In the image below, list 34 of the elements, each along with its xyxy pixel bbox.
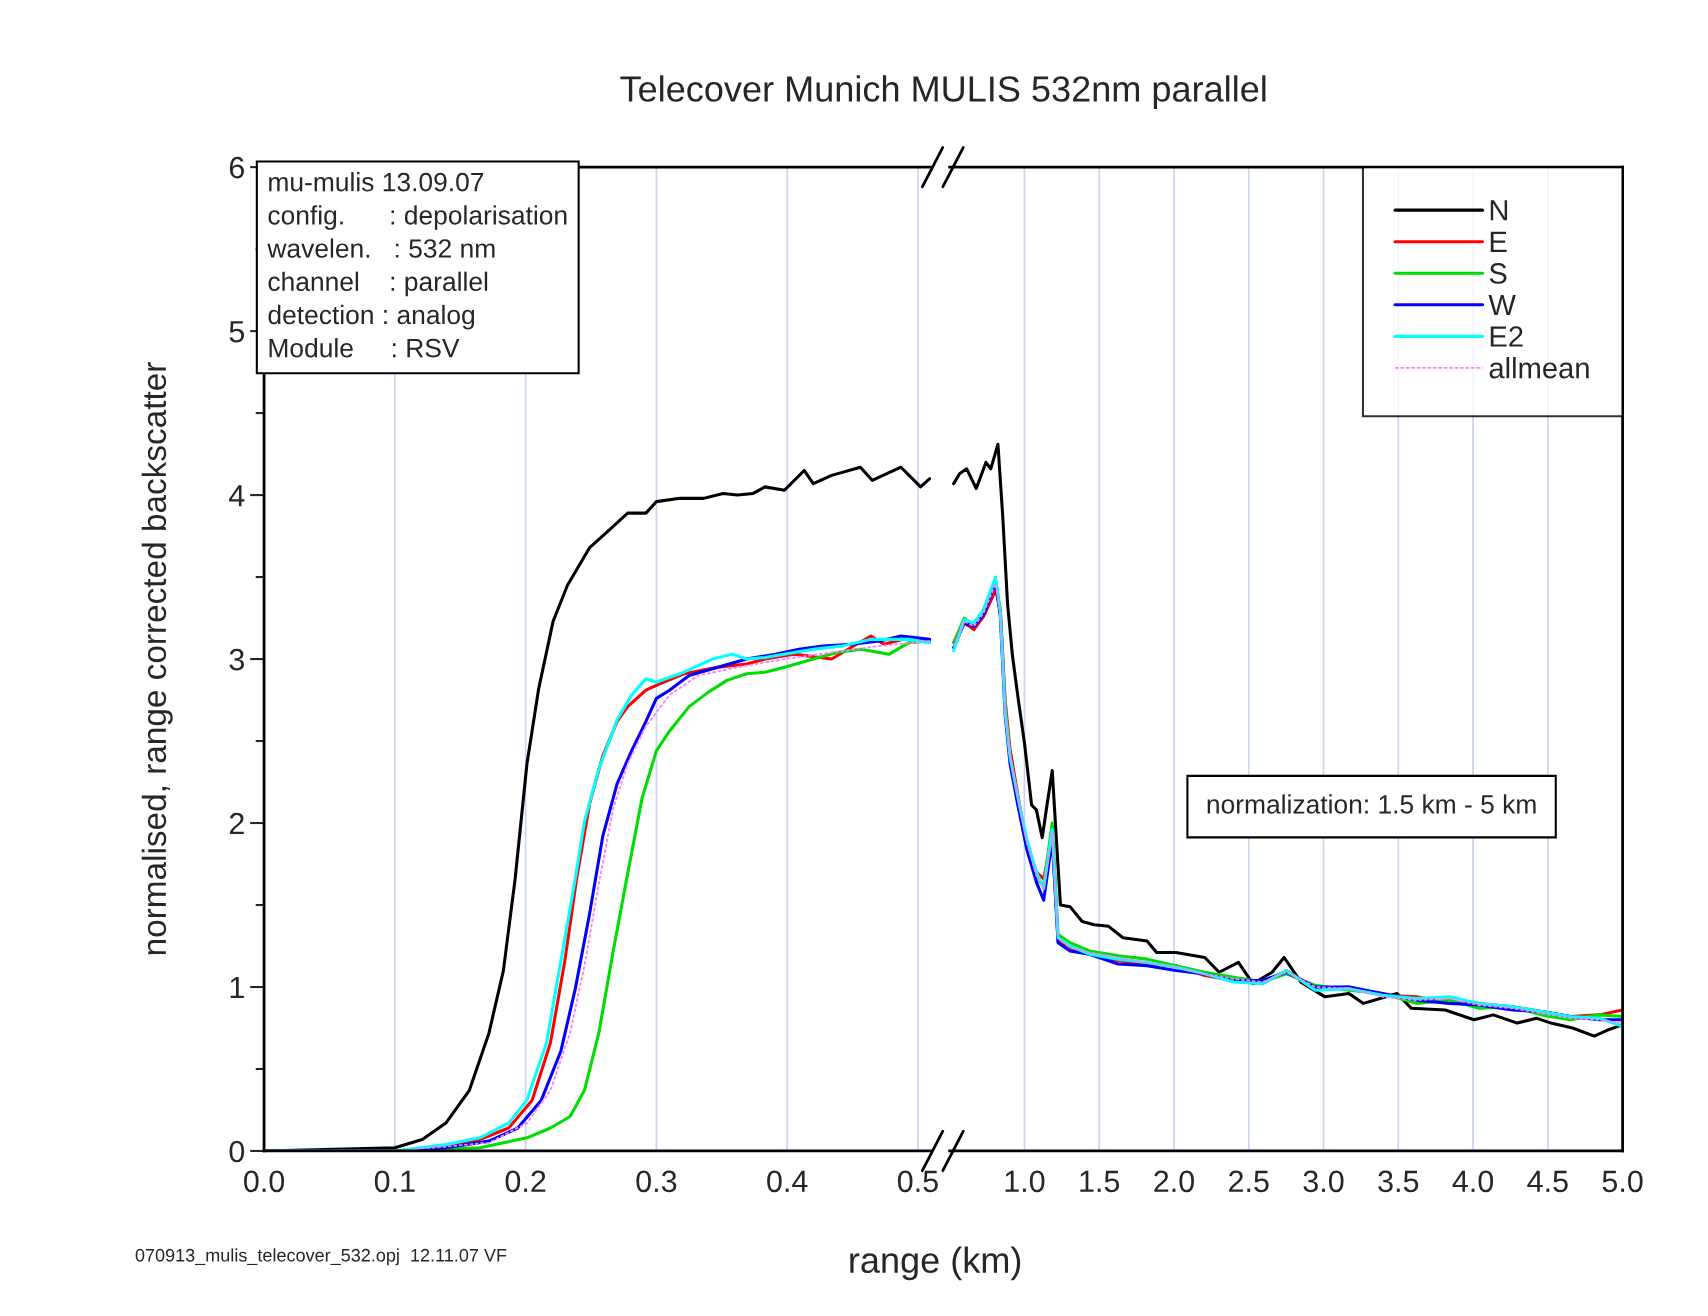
legend-label: N bbox=[1490, 200, 1508, 221]
x-tick-label: 2.5 bbox=[1229, 1170, 1269, 1193]
legend-label: S bbox=[1489, 263, 1507, 284]
legend-label: E2 bbox=[1490, 326, 1523, 347]
x-tick-label: 4.0 bbox=[1452, 1170, 1494, 1193]
annotation: mu-mulis 13.09.07 config. : depolarisation wavelen. : 532 nm channel : parallel detection : analog Module : RSV bbox=[267, 172, 567, 358]
legend-label: E bbox=[1490, 231, 1507, 252]
x-tick-label: 5.0 bbox=[1602, 1170, 1643, 1193]
x-tick-label: 0.4 bbox=[767, 1170, 808, 1193]
x-tick-label: 0.1 bbox=[374, 1170, 415, 1193]
x-tick-label: 3.5 bbox=[1378, 1170, 1419, 1193]
y-tick-label: 3 bbox=[229, 648, 244, 671]
y-tick-label: 1 bbox=[230, 977, 244, 999]
x-tick-label: 2.0 bbox=[1154, 1170, 1195, 1193]
x-tick-label: 0.5 bbox=[897, 1170, 938, 1193]
x-axis-title: range (km) bbox=[850, 1246, 1021, 1281]
annotation: normalization: 1.5 km - 5 km bbox=[1207, 794, 1536, 814]
x-tick-label: 0.0 bbox=[244, 1170, 285, 1193]
x-tick-label: 4.5 bbox=[1527, 1170, 1568, 1193]
x-tick-label: 1.0 bbox=[1005, 1170, 1045, 1193]
x-tick-label: 1.5 bbox=[1080, 1170, 1120, 1193]
y-tick-label: 5 bbox=[229, 321, 245, 343]
x-tick-label: 0.3 bbox=[636, 1170, 677, 1193]
x-tick-label: 0.2 bbox=[505, 1170, 546, 1193]
y-tick-label: 4 bbox=[229, 485, 245, 507]
legend-label: allmean bbox=[1489, 357, 1589, 379]
y-axis-title: normalised, range corrected backscatter bbox=[141, 362, 173, 955]
legend-label: W bbox=[1488, 294, 1516, 316]
y-tick-label: 6 bbox=[229, 156, 244, 179]
chart-title: Telecover Munich MULIS 532nm parallel bbox=[620, 75, 1266, 109]
x-tick-label: 3.0 bbox=[1303, 1170, 1344, 1193]
y-tick-label: 2 bbox=[229, 812, 244, 835]
y-tick-label: 0 bbox=[229, 1140, 245, 1163]
text: 070913_mulis_telecover_532.opj 12.11.07 VF bbox=[135, 1248, 507, 1266]
